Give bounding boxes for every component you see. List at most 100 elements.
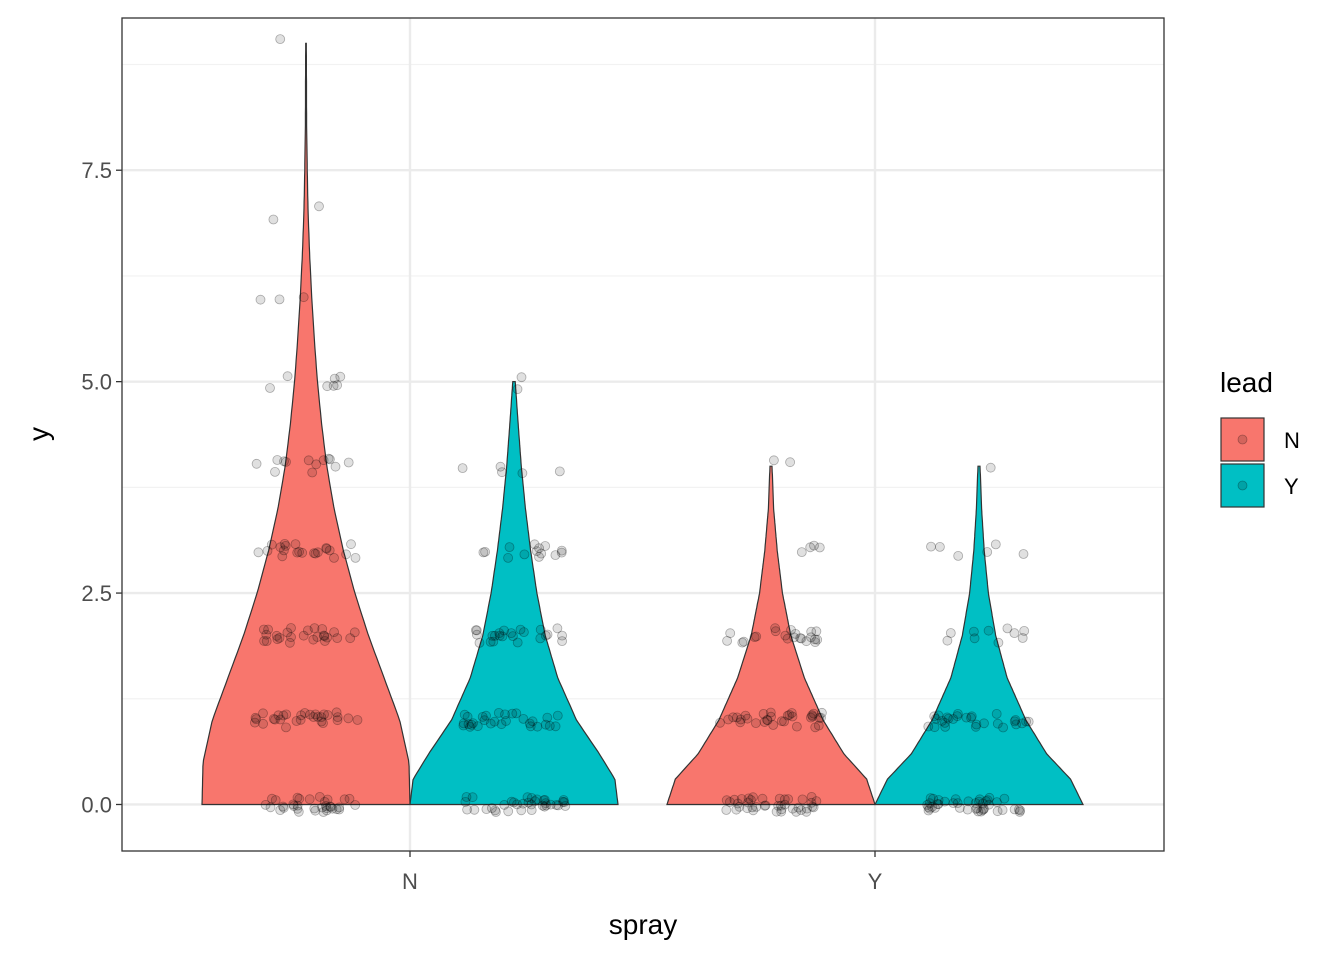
jitter-point <box>511 708 522 719</box>
jitter-point <box>814 713 825 723</box>
jitter-point <box>469 804 480 815</box>
x-tick-label: Y <box>868 869 883 894</box>
jitter-point <box>321 803 332 814</box>
jitter-point <box>810 637 821 647</box>
jitter-point <box>943 713 954 724</box>
jitter-point <box>312 712 323 722</box>
jitter-point <box>290 539 301 549</box>
jitter-point <box>923 721 934 732</box>
jitter-point <box>297 547 308 558</box>
jitter-point <box>506 628 517 638</box>
jitter-point <box>316 716 327 727</box>
jitter-point <box>1018 549 1029 559</box>
jitter-point <box>332 380 343 391</box>
violin-N-N <box>201 42 411 806</box>
jitter-point <box>969 626 979 637</box>
jitter-point <box>789 632 799 643</box>
jitter-point <box>352 715 363 725</box>
jitter-point <box>275 34 286 44</box>
jitter-point <box>263 624 274 635</box>
jitter-point <box>281 709 292 720</box>
jitter-point <box>785 457 795 468</box>
jitter-point <box>258 708 268 719</box>
jitter-point <box>481 804 492 814</box>
jitter-point <box>922 800 933 810</box>
jitter-point <box>784 710 795 720</box>
jitter-point <box>499 625 509 636</box>
jitter-point <box>787 803 798 814</box>
jitter-point <box>984 799 994 810</box>
jitter-point <box>540 541 551 551</box>
jitter-point <box>325 801 336 812</box>
jitter-point <box>271 630 282 641</box>
jitter-point <box>554 466 565 477</box>
jitter-point <box>286 632 296 643</box>
jitter-point <box>539 795 549 806</box>
jitter-point <box>499 800 510 810</box>
jitter-point <box>962 804 973 815</box>
jitter-point <box>558 795 569 805</box>
jitter-point <box>961 712 972 723</box>
jitter-point <box>308 634 319 645</box>
jitter-point <box>298 292 309 303</box>
jitter-point <box>1014 804 1024 815</box>
x-tick-label: N <box>402 869 418 894</box>
jitter-point <box>1017 718 1027 729</box>
jitter-point <box>1019 626 1030 636</box>
jitter-point <box>733 798 743 809</box>
jitter-point <box>806 632 816 643</box>
jitter-point <box>324 454 335 465</box>
jitter-point <box>468 718 478 729</box>
jitter-point <box>286 623 296 633</box>
jitter-point <box>262 546 273 556</box>
y-tick-label: 0.0 <box>81 792 112 817</box>
jitter-point <box>748 805 759 816</box>
jitter-point <box>302 625 313 636</box>
jitter-point <box>519 549 530 560</box>
jitter-point <box>259 636 270 646</box>
jitter-point <box>311 459 322 470</box>
jitter-point <box>1023 716 1034 727</box>
jitter-point <box>926 541 936 552</box>
jitter-point <box>993 637 1004 648</box>
jitter-point <box>472 721 483 732</box>
jitter-point <box>325 802 336 812</box>
jitter-point <box>503 806 514 817</box>
y-tick-label: 2.5 <box>81 581 112 606</box>
jitter-point <box>742 803 753 814</box>
jitter-point <box>293 806 304 817</box>
jitter-point <box>723 714 734 725</box>
jitter-point <box>743 797 753 808</box>
jitter-point <box>312 632 323 642</box>
jitter-point <box>540 719 551 730</box>
jitter-point <box>923 805 934 816</box>
jitter-point <box>500 709 510 720</box>
jitter-point <box>268 714 279 724</box>
jitter-point <box>506 796 517 807</box>
jitter-point <box>930 713 941 724</box>
jitter-point <box>542 629 553 640</box>
jitter-point <box>802 803 812 814</box>
jitter-point <box>309 623 320 633</box>
jitter-point <box>776 804 787 815</box>
jitter-point <box>742 713 753 724</box>
legend-label: N <box>1284 428 1300 453</box>
jitter-point <box>537 800 548 811</box>
jitter-point <box>740 710 751 721</box>
x-axis-title: spray <box>609 909 677 940</box>
jitter-point <box>294 546 305 557</box>
jitter-point <box>550 550 561 560</box>
jitter-point <box>522 792 533 803</box>
legend-key-N <box>1220 417 1265 462</box>
jitter-point <box>735 717 746 728</box>
jitter-point <box>948 714 959 724</box>
jitter-point <box>811 626 822 637</box>
jitter-point <box>759 800 770 811</box>
jitter-point <box>779 794 790 805</box>
jitter-point <box>746 795 756 805</box>
jitter-point <box>551 800 562 810</box>
jitter-point <box>1014 807 1025 817</box>
jitter-point <box>343 713 354 724</box>
jitter-point <box>774 793 785 804</box>
jitter-point <box>560 801 571 811</box>
